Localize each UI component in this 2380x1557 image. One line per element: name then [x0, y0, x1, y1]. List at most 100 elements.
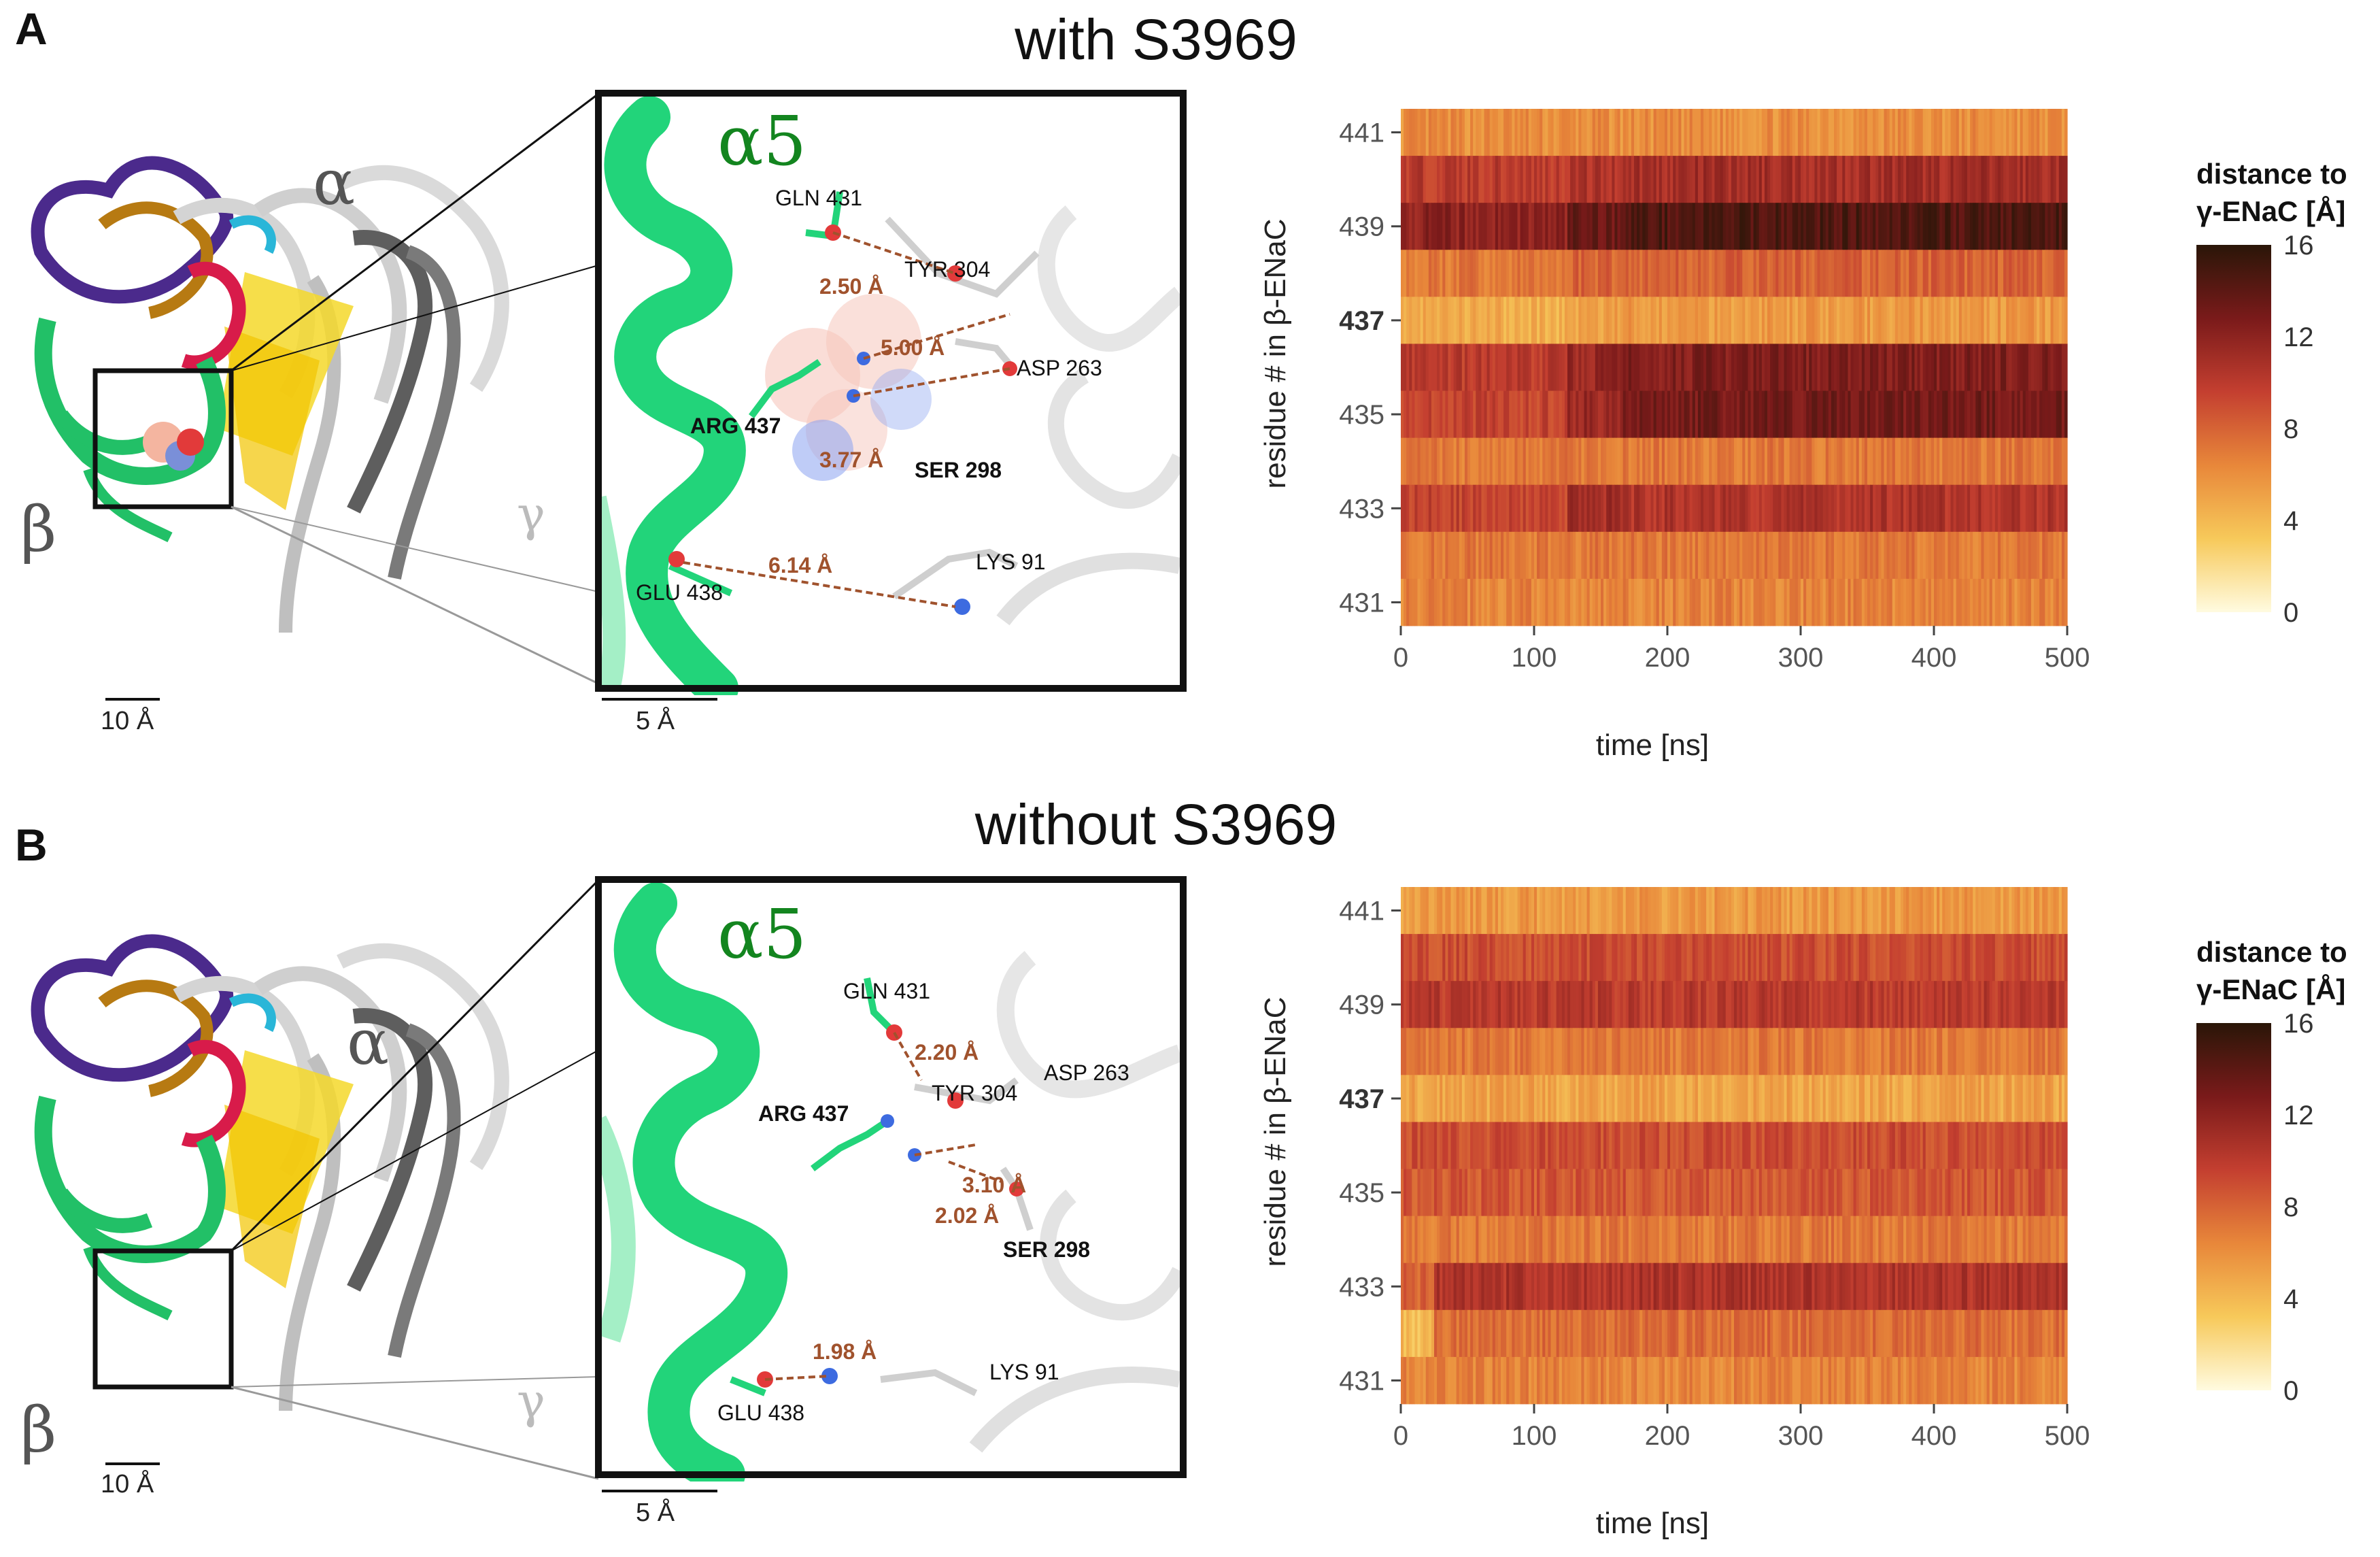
heatmap-cell — [1717, 484, 1721, 533]
heatmap-cell — [1489, 1075, 1493, 1122]
heatmap-cell — [1789, 437, 1793, 486]
heatmap-cell — [1459, 1309, 1463, 1358]
heatmap-cell — [1564, 981, 1568, 1028]
heatmap-cell — [1681, 981, 1685, 1028]
heatmap-cell — [1573, 297, 1576, 344]
heatmap-cell — [2056, 1216, 2060, 1264]
heatmap-cell — [1456, 934, 1460, 982]
heatmap-cell — [1701, 887, 1704, 935]
heatmap-cell — [1864, 1262, 1868, 1311]
heatmap-cell — [1489, 390, 1493, 439]
heatmap-cell — [2056, 109, 2060, 156]
heatmap-cell — [1414, 109, 1418, 156]
heatmap-cell — [1664, 109, 1668, 156]
heatmap-cell — [1423, 109, 1427, 156]
heatmap-cell — [1553, 934, 1557, 982]
heatmap-cell — [1848, 981, 1852, 1028]
heatmap-cell — [1761, 390, 1765, 439]
heatmap-cell — [1939, 1075, 1943, 1122]
heatmap-cell — [1609, 437, 1612, 486]
heatmap-cell — [1703, 297, 1707, 344]
heatmap-cell — [1692, 484, 1696, 533]
heatmap-cell — [1737, 887, 1740, 935]
heatmap-cell — [1684, 531, 1688, 580]
heatmap-cell — [2050, 934, 2054, 982]
heatmap-cell — [1464, 1169, 1468, 1217]
heatmap-cell — [2003, 297, 2007, 344]
heatmap-cell — [1520, 344, 1524, 391]
heatmap-cell — [1939, 1122, 1943, 1169]
heatmap-cell — [1739, 109, 1743, 156]
heatmap-cell — [1601, 1309, 1604, 1358]
heatmap-cell — [1486, 1122, 1491, 1169]
heatmap-cell — [1728, 1028, 1732, 1075]
heatmap-cell — [1809, 109, 1812, 156]
heatmap-cell — [1639, 344, 1643, 391]
heatmap-cell — [2045, 484, 2049, 533]
heatmap-cell — [1992, 390, 1996, 439]
heatmap-cell — [1542, 887, 1546, 935]
heatmap-cell — [1473, 934, 1476, 982]
heatmap-cell — [1542, 1216, 1546, 1264]
heatmap-cell — [1648, 531, 1652, 580]
heatmap-cell — [1964, 531, 1968, 580]
colorbar-tick-label: 8 — [2283, 414, 2298, 444]
heatmap-cell — [1703, 484, 1707, 533]
heatmap-cell — [1909, 887, 1912, 935]
heatmap-cell — [1750, 1122, 1754, 1169]
heatmap-cell — [1886, 578, 1890, 626]
heatmap-cell — [1853, 250, 1857, 297]
heatmap-cell — [1770, 531, 1773, 580]
heatmap-cell — [1870, 934, 1873, 982]
heatmap-cell — [1870, 203, 1873, 250]
heatmap-cell — [1870, 250, 1873, 297]
heatmap-cell — [2053, 203, 2057, 250]
heatmap-cell — [1931, 1028, 1935, 1075]
heatmap-cell — [1434, 981, 1438, 1028]
heatmap-cell — [1948, 1262, 1952, 1311]
heatmap-cell — [1612, 344, 1616, 391]
heatmap-cell — [1492, 1028, 1496, 1075]
heatmap-cell — [1404, 437, 1407, 486]
heatmap-cell — [1570, 484, 1574, 533]
heatmap-cell — [1831, 156, 1835, 203]
heatmap-cell — [1650, 250, 1654, 297]
heatmap-cell — [1448, 1216, 1452, 1264]
heatmap-cell — [1939, 981, 1943, 1028]
heatmap-cell — [1537, 1169, 1540, 1217]
heatmap-cell — [1437, 1262, 1440, 1311]
heatmap-cell — [1676, 390, 1679, 439]
heatmap-cell — [1734, 437, 1737, 486]
heatmap-cell — [2025, 203, 2029, 250]
heatmap-cell — [1612, 934, 1616, 982]
heatmap-cell — [1784, 531, 1788, 580]
heatmap-cell — [1697, 578, 1701, 626]
heatmap-cell — [1775, 578, 1779, 626]
heatmap-cell — [1584, 203, 1588, 250]
heatmap-cell — [1714, 531, 1718, 580]
heatmap-cell — [1442, 156, 1446, 203]
heatmap-cell — [1870, 484, 1873, 533]
heatmap-cell — [1986, 203, 1990, 250]
heatmap-cell — [1809, 437, 1812, 486]
heatmap-cell — [1409, 484, 1412, 533]
heatmap-cell — [1831, 578, 1835, 626]
heatmap-cell — [1997, 1262, 2001, 1311]
heatmap-cell — [1781, 1075, 1785, 1122]
heatmap-cell — [1748, 437, 1752, 486]
heatmap-cell — [1753, 1122, 1757, 1169]
heatmap-cell — [1553, 981, 1557, 1028]
heatmap-cell — [1595, 531, 1599, 580]
heatmap-cell — [1850, 1028, 1854, 1075]
heatmap-cell — [1550, 1216, 1554, 1264]
colorbar-tick-label: 4 — [2283, 506, 2298, 536]
heatmap-cell — [1620, 1216, 1624, 1264]
heatmap-cell — [1445, 1028, 1449, 1075]
heatmap-cell — [1842, 531, 1846, 580]
heatmap-cell — [1445, 203, 1449, 250]
heatmap-cell — [1676, 1028, 1679, 1075]
heatmap-cell — [1673, 344, 1676, 391]
heatmap-cell — [1734, 1262, 1737, 1311]
heatmap-cell — [1406, 981, 1410, 1028]
heatmap-cell — [1489, 1169, 1493, 1217]
